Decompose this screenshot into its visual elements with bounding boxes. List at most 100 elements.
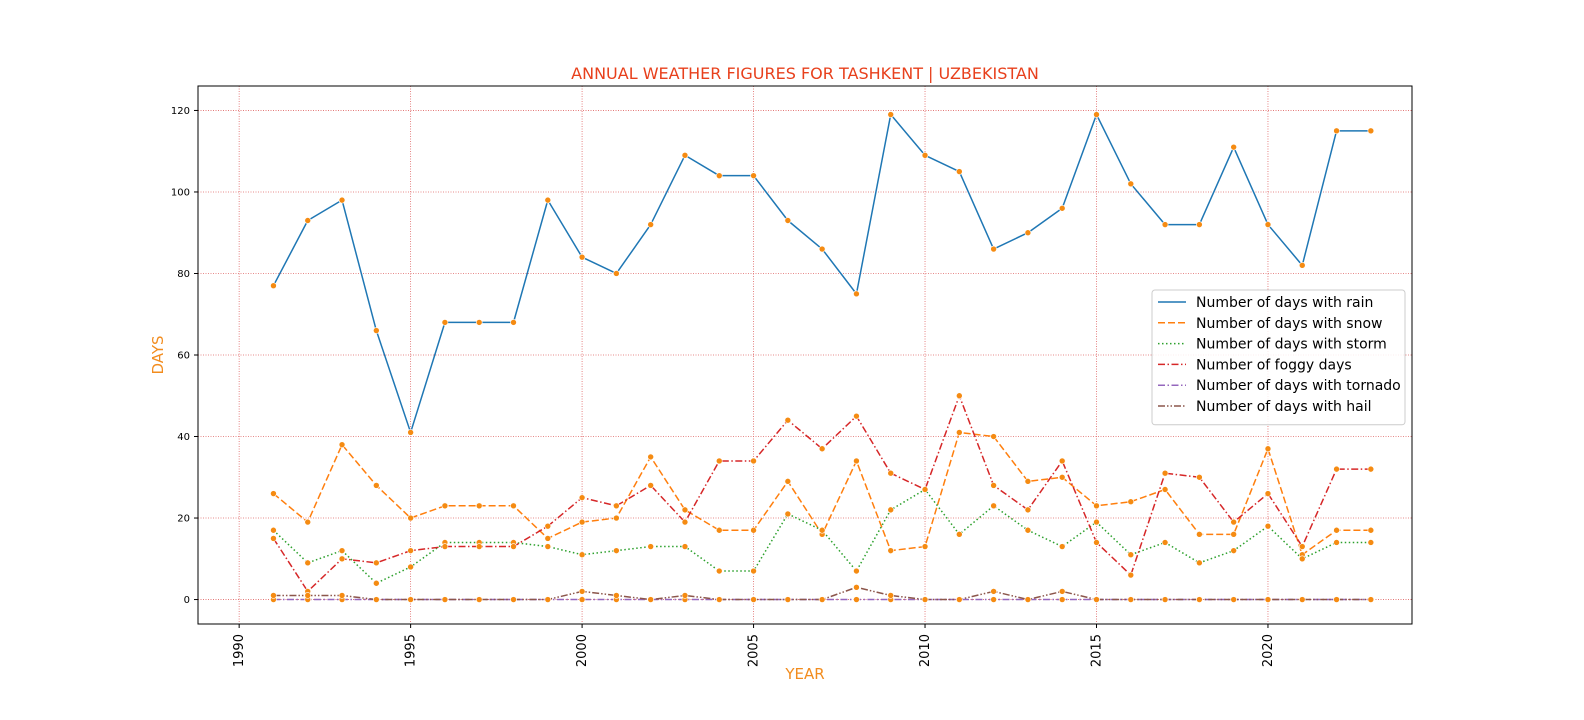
data-point xyxy=(338,592,346,599)
data-point xyxy=(1298,543,1306,550)
data-point xyxy=(304,559,312,567)
data-point xyxy=(818,445,826,453)
data-point xyxy=(1161,221,1169,228)
data-point xyxy=(1161,539,1169,546)
data-point xyxy=(1367,127,1375,135)
data-point xyxy=(1024,478,1032,485)
data-point xyxy=(853,567,860,575)
data-point xyxy=(681,543,689,550)
data-point xyxy=(544,596,552,603)
data-point xyxy=(818,526,826,534)
data-point xyxy=(1333,465,1340,473)
data-point xyxy=(270,535,277,542)
data-point xyxy=(578,596,586,603)
data-point xyxy=(1230,143,1237,151)
data-point xyxy=(990,502,997,510)
data-point xyxy=(853,290,860,298)
data-point xyxy=(921,151,929,159)
data-point xyxy=(784,510,792,518)
legend-label: Number of days with storm xyxy=(1196,337,1387,353)
data-point xyxy=(407,547,414,554)
data-point xyxy=(818,245,826,253)
data-point xyxy=(1161,469,1169,477)
data-point xyxy=(784,416,792,424)
data-point xyxy=(1024,596,1032,603)
data-point xyxy=(1024,506,1032,514)
data-point xyxy=(990,433,997,440)
data-point xyxy=(1230,547,1237,554)
data-point xyxy=(544,196,552,204)
data-point xyxy=(613,514,620,522)
data-point xyxy=(407,514,414,522)
data-point xyxy=(613,547,620,554)
y-tick-label: 80 xyxy=(177,269,190,280)
data-point xyxy=(1058,204,1066,212)
x-tick-label: 2000 xyxy=(575,634,590,667)
data-point xyxy=(338,196,346,204)
grid-lines xyxy=(198,86,1412,624)
legend-label: Number of days with snow xyxy=(1196,316,1382,332)
data-point xyxy=(784,596,792,603)
data-point xyxy=(956,531,963,538)
data-point xyxy=(647,221,654,228)
legend-label: Number of days with rain xyxy=(1196,295,1373,311)
data-point xyxy=(270,592,277,599)
data-point xyxy=(1196,221,1203,228)
data-point xyxy=(1264,596,1272,603)
data-point xyxy=(1058,457,1066,465)
data-point xyxy=(1024,229,1032,237)
data-point xyxy=(475,319,483,326)
data-point xyxy=(750,457,757,465)
data-point xyxy=(1333,596,1340,603)
data-point xyxy=(544,535,552,542)
data-point xyxy=(887,547,895,554)
data-point xyxy=(613,270,620,277)
data-point xyxy=(407,596,414,603)
data-point xyxy=(1058,596,1066,603)
data-point xyxy=(990,596,997,603)
y-tick-label: 20 xyxy=(177,514,190,525)
data-point xyxy=(887,469,895,477)
x-tick-label: 2020 xyxy=(1261,634,1276,667)
data-point xyxy=(373,327,380,334)
data-point xyxy=(1264,490,1272,497)
data-point xyxy=(750,172,757,179)
chart-title: ANNUAL WEATHER FIGURES FOR TASHKENT | UZ… xyxy=(571,64,1039,83)
data-point xyxy=(853,596,860,603)
data-point xyxy=(510,319,517,326)
x-tick-label: 2010 xyxy=(918,634,933,667)
data-point xyxy=(1367,596,1375,603)
data-point xyxy=(1161,486,1169,493)
data-point xyxy=(784,478,792,485)
data-point xyxy=(784,217,792,224)
data-point xyxy=(407,429,414,436)
data-point xyxy=(1093,539,1100,546)
data-point xyxy=(270,282,277,290)
data-point xyxy=(818,596,826,603)
data-point xyxy=(1230,596,1237,603)
data-point xyxy=(853,457,860,465)
data-point xyxy=(304,592,312,599)
data-point xyxy=(681,506,689,514)
data-point xyxy=(1093,596,1100,603)
x-axis-label: YEAR xyxy=(784,665,824,683)
data-point xyxy=(304,217,312,224)
data-point xyxy=(270,490,277,497)
data-point xyxy=(304,518,312,526)
data-point xyxy=(1333,127,1340,135)
data-point xyxy=(475,596,483,603)
data-point xyxy=(1196,531,1203,538)
data-point xyxy=(921,596,929,603)
data-point xyxy=(715,172,723,179)
data-point xyxy=(613,592,620,599)
data-point xyxy=(921,543,929,550)
x-tick-label: 2015 xyxy=(1089,634,1104,667)
data-points xyxy=(270,111,1375,603)
data-point xyxy=(1093,111,1100,118)
data-point xyxy=(510,502,517,510)
data-point xyxy=(715,567,723,575)
data-point xyxy=(1367,465,1375,473)
data-point xyxy=(956,168,963,175)
data-point xyxy=(715,457,723,465)
